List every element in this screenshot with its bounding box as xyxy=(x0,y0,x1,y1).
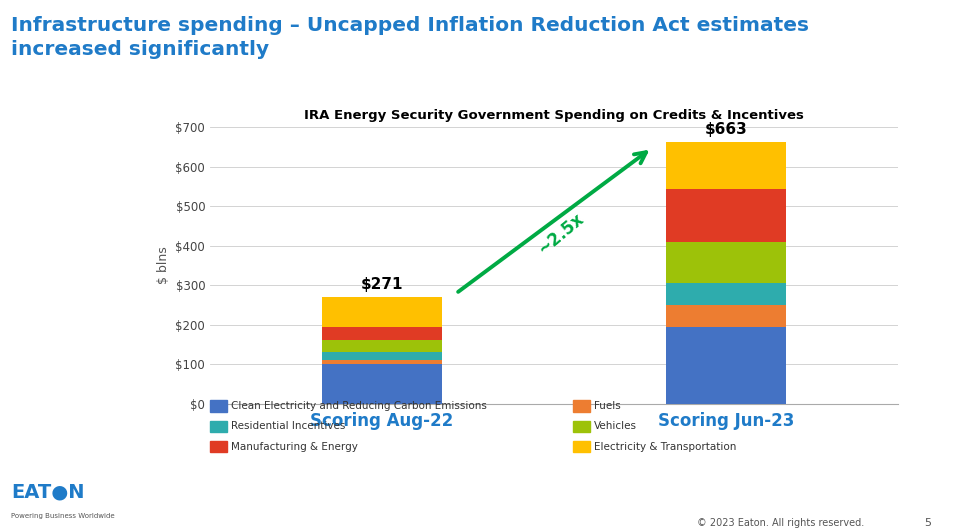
Text: © 2023 Eaton. All rights reserved.: © 2023 Eaton. All rights reserved. xyxy=(697,518,864,528)
Text: Infrastructure spending – Uncapped Inflation Reduction Act estimates
increased s: Infrastructure spending – Uncapped Infla… xyxy=(11,16,810,59)
Bar xyxy=(666,189,786,242)
Bar xyxy=(322,364,442,404)
Bar xyxy=(322,328,442,340)
Text: Residential Incentives: Residential Incentives xyxy=(231,422,346,431)
Text: $271: $271 xyxy=(361,277,403,292)
Bar xyxy=(666,327,786,404)
Bar xyxy=(666,283,786,305)
Text: Manufacturing & Energy: Manufacturing & Energy xyxy=(231,442,358,451)
Text: Powering Business Worldwide: Powering Business Worldwide xyxy=(11,513,116,519)
Text: Fuels: Fuels xyxy=(594,401,621,411)
Bar xyxy=(322,340,442,352)
Title: IRA Energy Security Government Spending on Credits & Incentives: IRA Energy Security Government Spending … xyxy=(304,109,804,122)
Bar xyxy=(322,360,442,364)
Text: Clean Electricity and Reducing Carbon Emissions: Clean Electricity and Reducing Carbon Em… xyxy=(231,401,487,411)
Text: Vehicles: Vehicles xyxy=(594,422,637,431)
Text: Substantial increase in government credits & incentives: Substantial increase in government credi… xyxy=(223,495,732,510)
Text: ~2.5x: ~2.5x xyxy=(534,210,587,258)
Text: 5: 5 xyxy=(924,518,931,528)
Bar xyxy=(666,142,786,189)
Bar xyxy=(666,242,786,283)
Bar xyxy=(666,305,786,327)
Bar xyxy=(322,297,442,328)
Text: Electricity & Transportation: Electricity & Transportation xyxy=(594,442,736,451)
Bar xyxy=(322,352,442,360)
Text: EAT●N: EAT●N xyxy=(11,483,85,502)
Text: $663: $663 xyxy=(705,122,747,138)
Y-axis label: $ blns: $ blns xyxy=(157,246,170,285)
